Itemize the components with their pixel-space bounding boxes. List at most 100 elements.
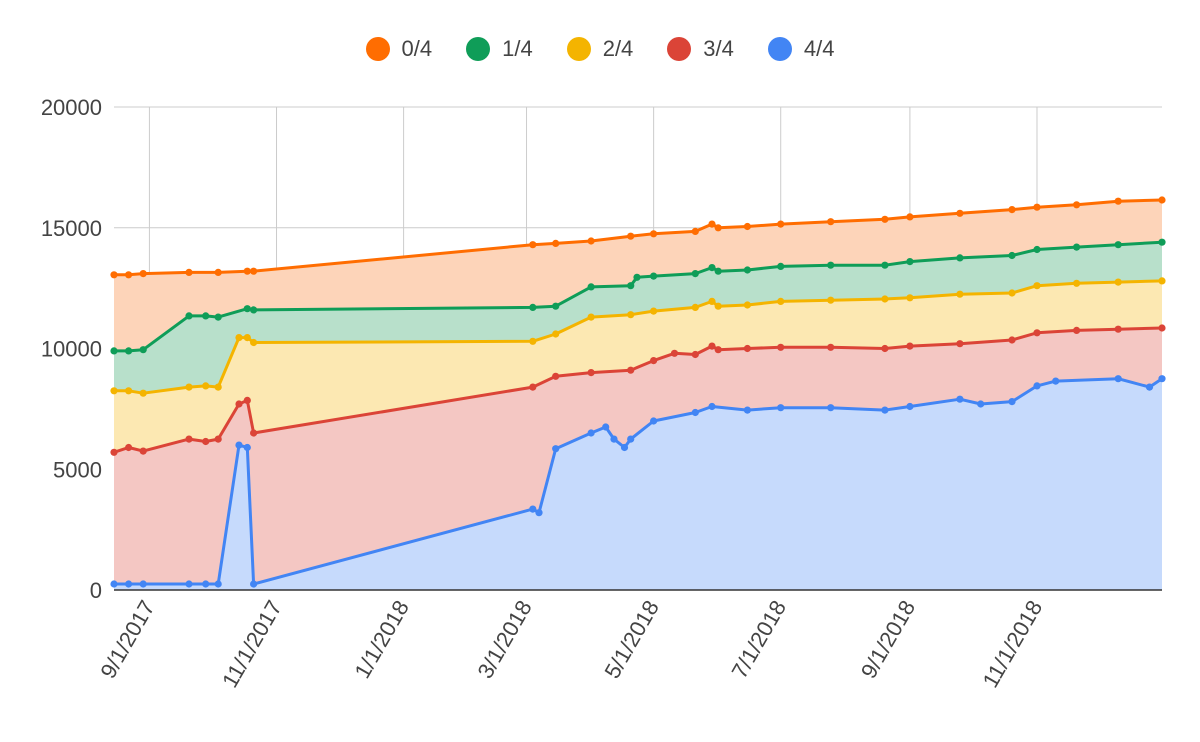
data-point bbox=[743, 266, 752, 274]
data-point bbox=[627, 366, 635, 374]
data-point bbox=[650, 272, 658, 280]
data-point bbox=[691, 350, 699, 359]
data-point bbox=[1158, 196, 1166, 204]
data-point bbox=[691, 408, 699, 417]
y-tick-label: 20000 bbox=[41, 95, 102, 120]
data-point bbox=[139, 389, 147, 397]
data-point bbox=[587, 237, 595, 245]
data-point bbox=[110, 448, 118, 456]
data-point bbox=[1008, 336, 1016, 344]
legend-item-1-4[interactable]: 1/4 bbox=[466, 36, 533, 62]
data-point bbox=[708, 342, 716, 350]
data-point bbox=[529, 241, 537, 249]
data-point bbox=[529, 337, 537, 345]
data-point bbox=[250, 267, 258, 275]
data-point bbox=[1008, 289, 1016, 297]
data-point bbox=[714, 302, 722, 310]
data-point bbox=[214, 268, 222, 276]
legend-item-0-4[interactable]: 0/4 bbox=[365, 36, 432, 62]
data-point bbox=[185, 312, 193, 320]
data-point bbox=[125, 580, 133, 588]
data-point bbox=[906, 342, 914, 350]
legend-item-3-4[interactable]: 3/4 bbox=[667, 36, 734, 62]
data-point bbox=[529, 383, 537, 391]
data-point bbox=[650, 230, 658, 238]
data-point bbox=[777, 262, 785, 270]
data-point bbox=[743, 406, 752, 414]
data-point bbox=[1073, 279, 1081, 287]
data-point bbox=[185, 383, 193, 391]
x-tick-label: 7/1/2018 bbox=[727, 596, 791, 683]
x-tick-label: 3/1/2018 bbox=[472, 596, 536, 683]
data-point bbox=[827, 343, 835, 351]
y-tick-label: 10000 bbox=[41, 337, 102, 362]
data-point bbox=[552, 330, 560, 338]
data-point bbox=[587, 283, 595, 291]
legend-item-4-4[interactable]: 4/4 bbox=[767, 36, 834, 62]
data-point bbox=[714, 346, 722, 354]
legend-marker bbox=[667, 37, 692, 61]
data-point bbox=[650, 417, 658, 425]
data-point bbox=[602, 423, 610, 431]
data-point bbox=[552, 445, 560, 453]
data-point bbox=[1033, 203, 1041, 211]
data-point bbox=[827, 296, 835, 304]
data-point bbox=[235, 441, 243, 449]
data-point bbox=[627, 311, 635, 319]
y-tick-label: 0 bbox=[90, 578, 102, 603]
data-point bbox=[529, 303, 537, 311]
data-point bbox=[110, 580, 118, 588]
line-0-4 bbox=[114, 198, 1163, 277]
legend-item-2-4[interactable]: 2/4 bbox=[566, 36, 633, 62]
data-point bbox=[1033, 329, 1041, 337]
data-point bbox=[1114, 197, 1122, 205]
data-point bbox=[243, 334, 251, 342]
data-point bbox=[552, 239, 560, 247]
x-tick-label: 11/1/2018 bbox=[978, 596, 1048, 692]
data-point bbox=[214, 313, 222, 321]
data-point bbox=[139, 447, 147, 455]
data-point bbox=[743, 301, 752, 309]
data-point bbox=[627, 435, 635, 443]
data-point bbox=[708, 264, 716, 272]
data-point bbox=[708, 297, 716, 305]
data-point bbox=[827, 218, 835, 226]
data-point bbox=[1033, 282, 1041, 290]
data-point bbox=[777, 220, 785, 228]
data-point bbox=[1033, 245, 1041, 254]
data-point bbox=[777, 297, 785, 305]
data-point bbox=[714, 224, 722, 232]
data-point bbox=[650, 307, 658, 315]
data-point bbox=[881, 406, 889, 414]
data-point bbox=[743, 344, 752, 353]
data-point bbox=[708, 220, 716, 228]
data-point bbox=[1145, 383, 1154, 391]
data-point bbox=[691, 227, 699, 235]
data-point bbox=[1033, 382, 1041, 390]
data-point bbox=[202, 580, 210, 588]
area-4-4 bbox=[114, 378, 1162, 590]
data-point bbox=[125, 387, 133, 395]
data-point bbox=[552, 302, 560, 310]
legend-marker bbox=[466, 37, 491, 61]
data-point bbox=[650, 357, 658, 365]
data-point bbox=[881, 261, 889, 269]
data-point bbox=[691, 270, 699, 278]
data-point bbox=[139, 270, 147, 278]
data-point bbox=[1114, 325, 1122, 333]
data-point bbox=[827, 404, 835, 412]
data-point bbox=[956, 254, 964, 262]
data-point bbox=[535, 509, 543, 517]
data-point bbox=[956, 395, 964, 403]
data-point bbox=[250, 338, 258, 347]
data-point bbox=[214, 383, 222, 391]
data-point bbox=[881, 215, 889, 223]
data-point bbox=[202, 437, 210, 446]
data-point bbox=[1114, 375, 1122, 383]
data-point bbox=[587, 429, 595, 437]
data-point bbox=[125, 443, 133, 452]
data-point bbox=[529, 505, 537, 513]
data-point bbox=[906, 294, 914, 302]
data-point bbox=[214, 435, 222, 443]
